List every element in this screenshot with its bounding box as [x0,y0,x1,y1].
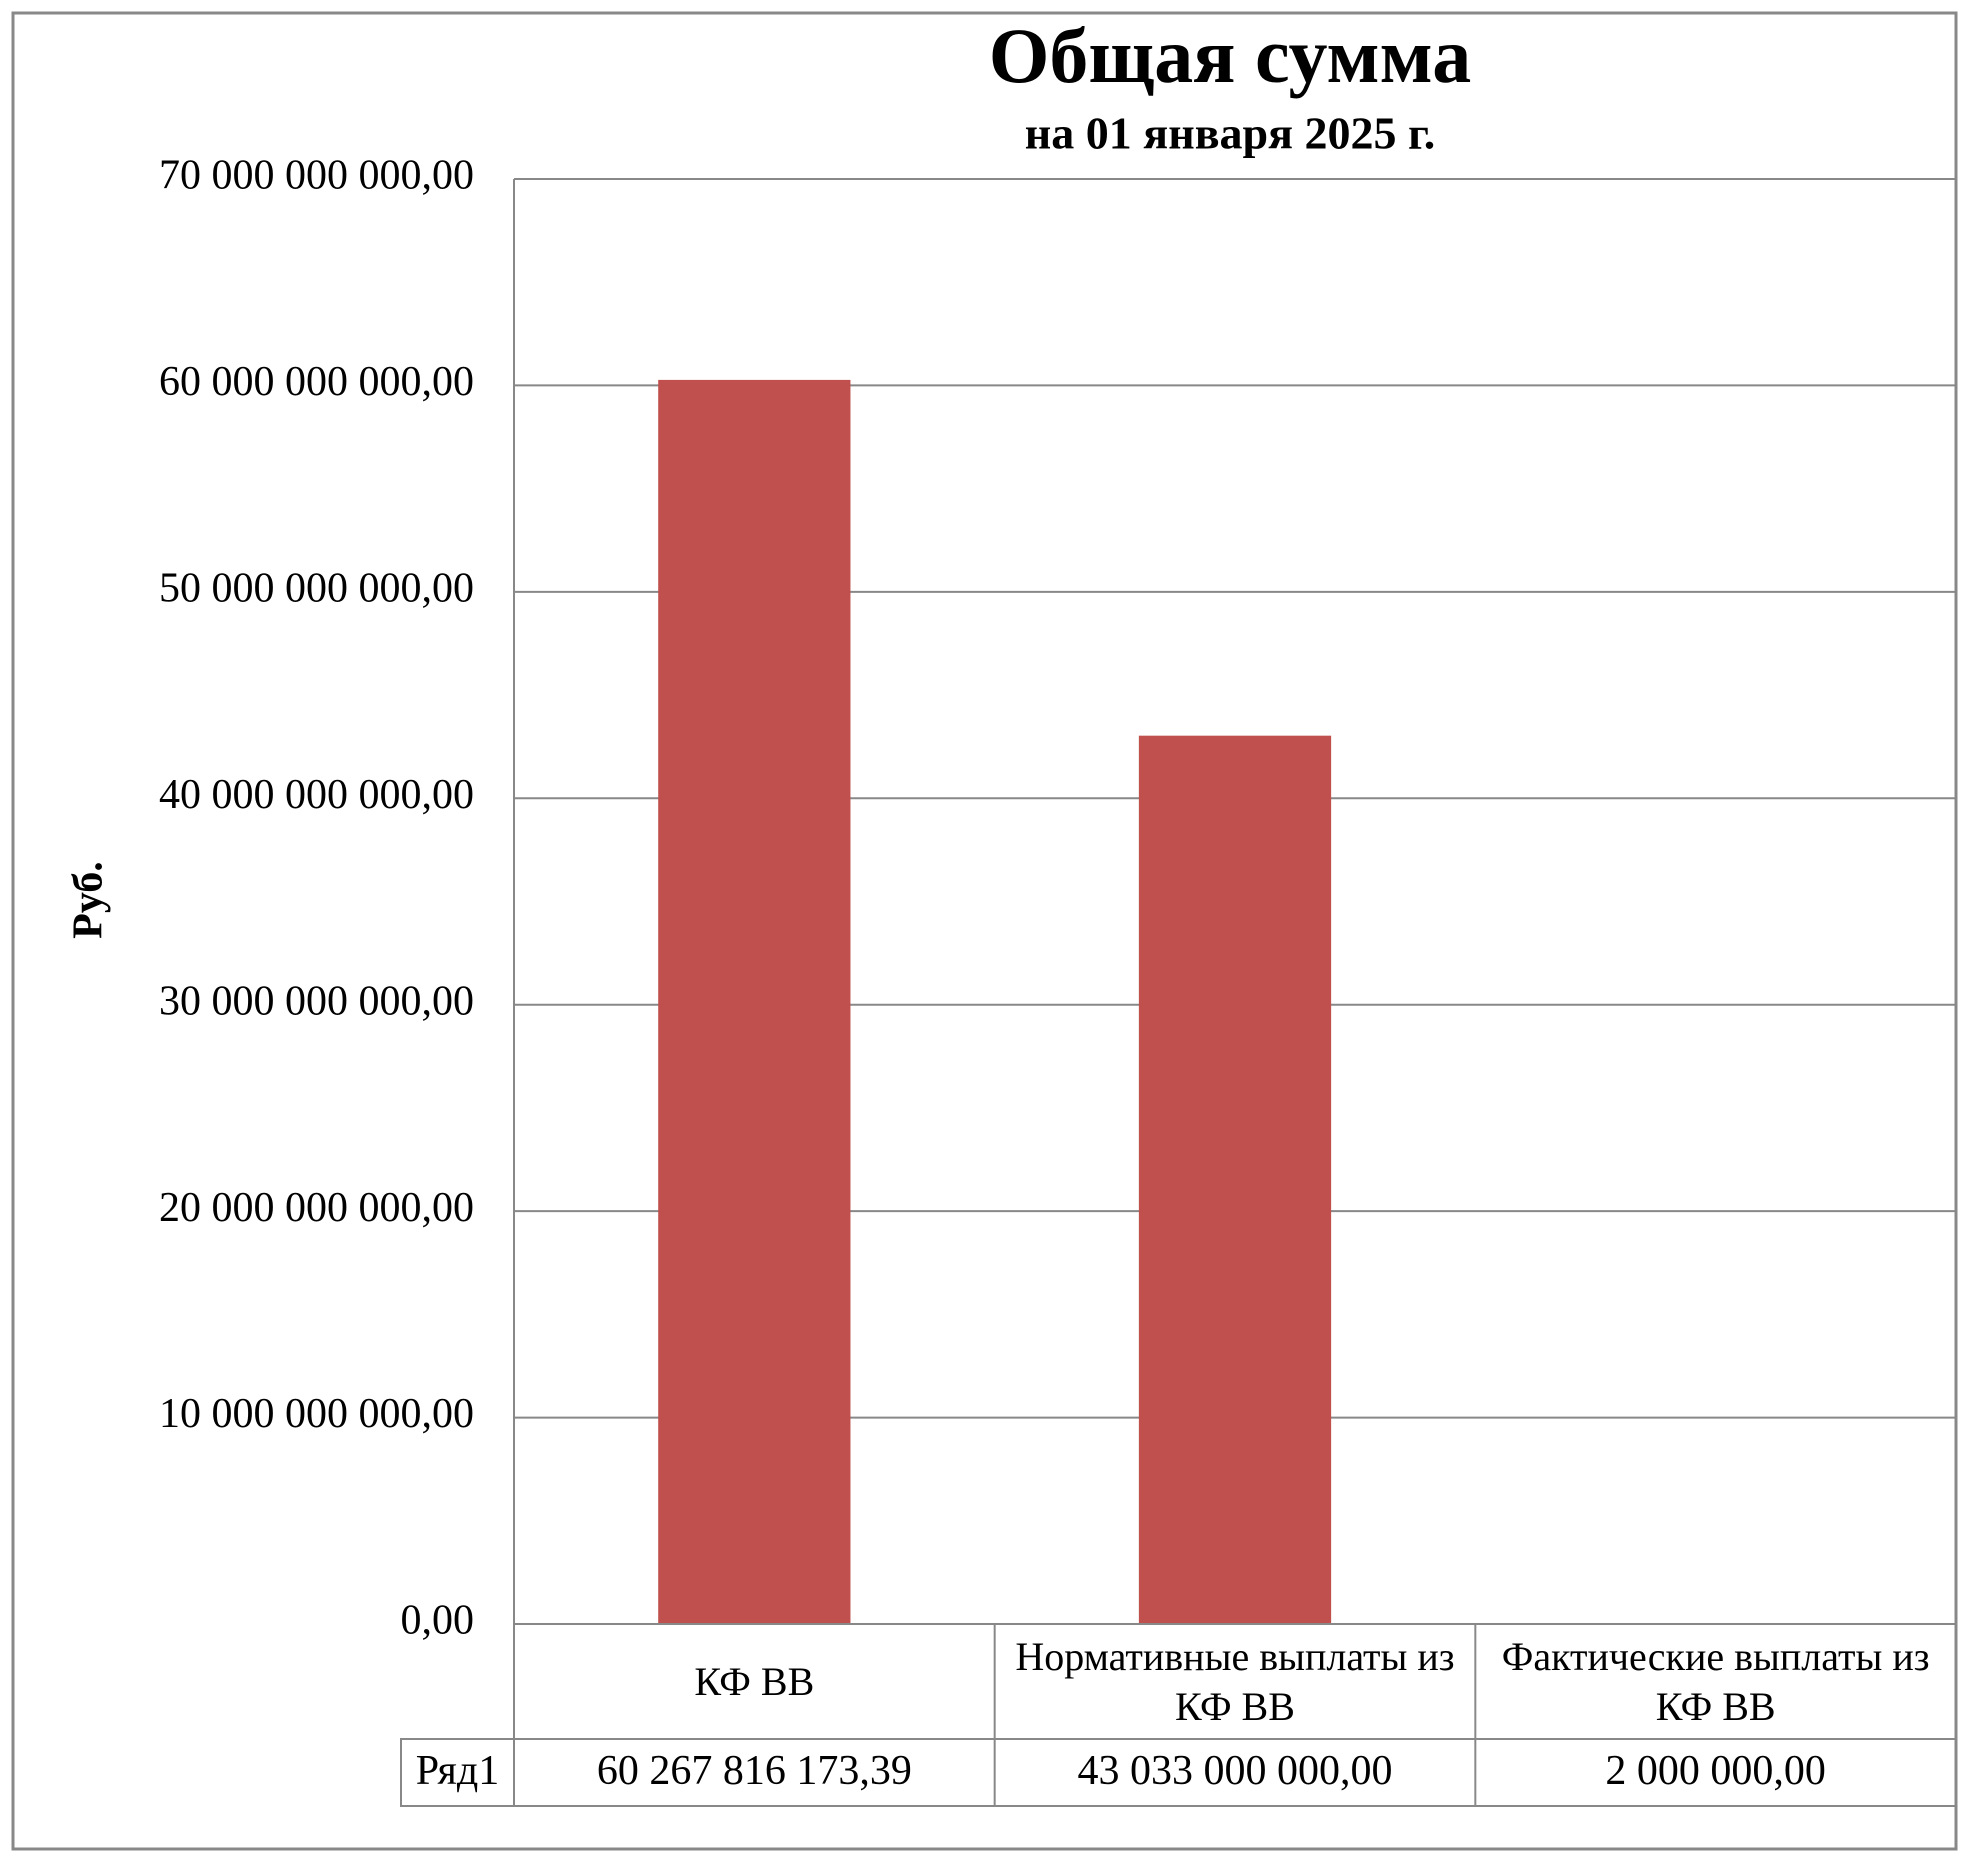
y-tick-label: 0,00 [401,1598,475,1644]
chart-subtitle: на 01 января 2025 г. [1025,108,1435,159]
chart-title: Общая сумма [989,12,1472,99]
x-tick-label: КФ ВВ [694,1658,815,1704]
legend-label: Ряд1 [416,1748,499,1794]
y-tick-label: 30 000 000 000,00 [159,978,474,1024]
y-tick-label: 60 000 000 000,00 [159,359,474,405]
bar [658,379,851,1624]
y-axis-label: Руб. [66,861,112,939]
chart-border [11,11,1958,1851]
x-tick-label: Нормативные выплаты из КФ ВВ [1015,1633,1455,1729]
y-tick-label: 10 000 000 000,00 [159,1391,474,1437]
y-tick-label: 70 000 000 000,00 [159,153,474,199]
y-tick-label: 40 000 000 000,00 [159,772,474,818]
y-tick-label: 20 000 000 000,00 [159,1185,474,1231]
table-row [400,1738,1957,1807]
y-tick-label: 50 000 000 000,00 [159,565,474,611]
data-label: 2 000 000,00 [1605,1748,1826,1794]
bar [1138,735,1332,1624]
x-tick-label: Фактические выплаты из КФ ВВ [1501,1633,1930,1729]
data-label: 43 033 000 000,00 [1078,1748,1393,1794]
data-label: 60 267 816 173,39 [597,1748,912,1794]
